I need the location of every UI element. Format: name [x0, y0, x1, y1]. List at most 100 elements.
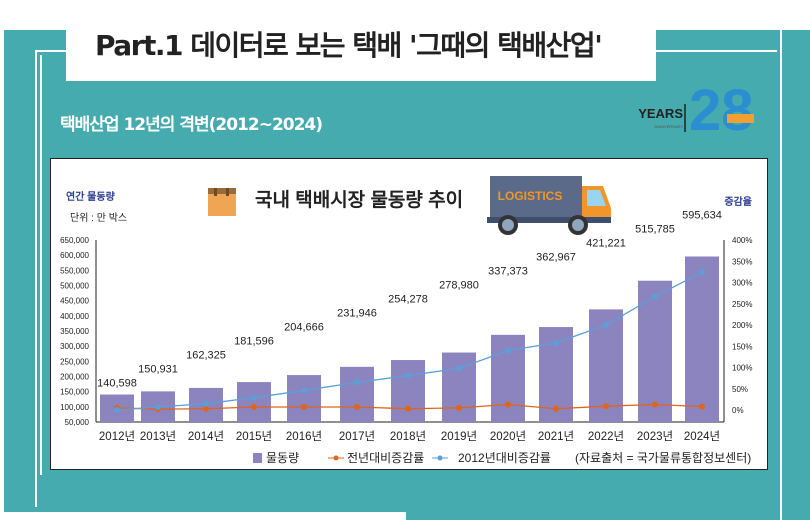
legend: 물동량 전년대비증감률 2012년대비증감률 (자료출처 = 국가물류통합정보센…: [253, 451, 751, 465]
logo-text: YEARS: [638, 106, 683, 121]
y-tick-label: 450,000: [60, 297, 89, 306]
line-point: [405, 372, 411, 379]
y2-tick-label: 300%: [732, 279, 752, 288]
bar: [442, 352, 476, 422]
bar: [391, 360, 425, 422]
y2-tick-label: 50%: [732, 385, 748, 394]
legend-label: 물동량: [266, 451, 299, 465]
legend-swatch-base: [437, 455, 443, 461]
y-axis-unit: 단위 : 만 박스: [70, 211, 127, 224]
legend-swatch-bar: [253, 453, 262, 463]
line-point: [652, 401, 658, 408]
source-note: (자료출처 = 국가물류통합정보센터): [575, 451, 751, 465]
x-tick-label: 2020년: [490, 430, 526, 443]
line-point: [553, 339, 559, 346]
x-tick-label: 2013년: [140, 430, 176, 443]
truck-label: LOGISTICS: [498, 189, 563, 203]
line-point: [505, 347, 511, 354]
line-point: [114, 407, 120, 413]
line-point: [301, 387, 307, 394]
y-tick-label: 600,000: [60, 251, 89, 260]
y-tick-label: 650,000: [60, 236, 89, 245]
logo-ribbon: [727, 114, 754, 123]
truck-icon: LOGISTICS: [487, 176, 611, 235]
line-point: [354, 404, 360, 411]
line-point: [251, 394, 257, 401]
x-tick-label: 2023년: [637, 430, 673, 443]
y-tick-label: 50,000: [65, 418, 90, 427]
y2-axis-title: 증감율: [724, 196, 752, 208]
line-point: [203, 400, 209, 407]
section-subtitle: 택배산업 12년의 격변(2012~2024): [60, 115, 323, 135]
x-tick-label: 2024년: [684, 430, 720, 443]
anniversary-logo: 28 YEARS ANNIVERSARY: [638, 78, 754, 140]
line-point: [652, 293, 658, 300]
y-tick-label: 250,000: [60, 357, 89, 366]
data-label: 421,221: [586, 238, 626, 250]
legend-swatch-yoy: [333, 455, 339, 461]
data-label: 362,967: [536, 252, 576, 264]
x-tick-label: 2016년: [286, 430, 322, 443]
data-label: 337,373: [488, 266, 528, 278]
box-icon: [208, 188, 236, 216]
line-point: [603, 403, 609, 410]
bottom-white: [4, 512, 406, 520]
chart-title: 국내 택배시장 물동량 추이: [255, 189, 463, 211]
y-tick-label: 150,000: [60, 388, 89, 397]
logo-sub: ANNIVERSARY: [654, 124, 683, 129]
line-point: [405, 405, 411, 412]
data-label: 204,666: [284, 322, 324, 334]
legend-label: 2012년대비증감률: [458, 451, 551, 465]
x-tick-label: 2014년: [188, 430, 224, 443]
line-point: [301, 404, 307, 411]
line-point: [456, 404, 462, 411]
data-label: 162,325: [186, 350, 226, 362]
x-tick-label: 2022년: [588, 430, 624, 443]
x-tick-label: 2017년: [339, 430, 375, 443]
y2-tick-label: 350%: [732, 257, 752, 266]
y-tick-label: 300,000: [60, 342, 89, 351]
y-axis-title: 연간 물동량: [66, 190, 116, 203]
y-tick-label: 100,000: [60, 403, 89, 412]
y-tick-label: 400,000: [60, 312, 89, 321]
y2-tick-label: 250%: [732, 300, 752, 309]
line-point: [354, 379, 360, 386]
y2-tick-label: 200%: [732, 321, 752, 330]
line-point: [505, 401, 511, 408]
y-tick-label: 200,000: [60, 373, 89, 382]
legend-label: 전년대비증감률: [347, 451, 424, 465]
bar: [340, 366, 374, 422]
x-tick-label: 2019년: [441, 430, 477, 443]
bar: [685, 256, 719, 422]
y-tick-label: 350,000: [60, 327, 89, 336]
data-label: 181,596: [234, 336, 274, 348]
data-label: 254,278: [388, 294, 428, 306]
page-title: Part.1 데이터로 보는 택배 '그때의 택배산업': [95, 29, 603, 62]
x-tick-label: 2012년: [99, 430, 135, 443]
y2-tick-label: 0%: [732, 406, 744, 415]
y2-tick-label: 150%: [732, 342, 752, 351]
bar: [287, 375, 321, 422]
bar: [237, 382, 271, 422]
line-point: [699, 269, 705, 276]
bar: [638, 280, 672, 422]
x-tick-label: 2015년: [236, 430, 272, 443]
line-point: [155, 404, 161, 411]
x-tick-label: 2018년: [390, 430, 426, 443]
line-point: [699, 403, 705, 410]
logo-number: 28: [689, 78, 754, 140]
x-tick-label: 2021년: [538, 430, 574, 443]
data-label: 231,946: [337, 308, 377, 320]
data-label: 140,598: [97, 378, 137, 390]
y-tick-label: 550,000: [60, 266, 89, 275]
title-box: [66, 15, 656, 81]
right-strip: [780, 30, 810, 520]
y2-tick-label: 400%: [732, 236, 752, 245]
data-label: 515,785: [635, 224, 675, 236]
frame-line-inner: [40, 55, 777, 475]
data-label: 150,931: [138, 364, 178, 376]
line-point: [251, 404, 257, 411]
line-point: [456, 365, 462, 372]
y-tick-label: 500,000: [60, 282, 89, 291]
